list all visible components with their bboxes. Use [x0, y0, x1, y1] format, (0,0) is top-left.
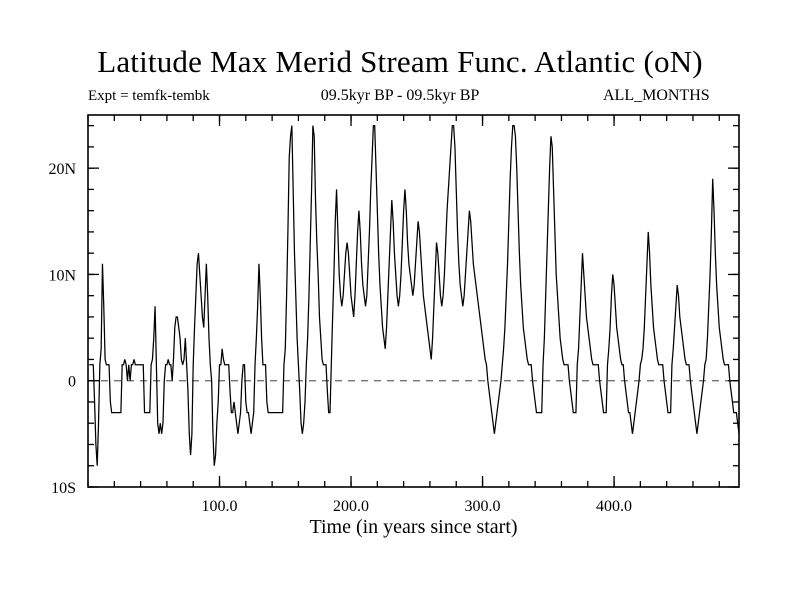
- axis-ticks: [87, 115, 739, 488]
- svg-text:10N: 10N: [48, 267, 76, 284]
- svg-text:10S: 10S: [51, 480, 76, 497]
- svg-text:0: 0: [68, 374, 76, 391]
- period-label: 09.5kyr BP - 09.5kyr BP: [320, 87, 480, 104]
- data-series-line: [89, 125, 739, 466]
- svg-text:200.0: 200.0: [333, 498, 369, 515]
- svg-text:20N: 20N: [48, 161, 76, 178]
- x-axis-title: Time (in years since start): [309, 516, 518, 538]
- months-label: ALL_MONTHS: [603, 87, 710, 104]
- svg-text:100.0: 100.0: [202, 498, 238, 515]
- page-title: Latitude Max Merid Stream Func. Atlantic…: [97, 44, 703, 79]
- plot-frame: [87, 114, 740, 488]
- experiment-label: Expt = temfk-tembk: [88, 88, 210, 104]
- y-axis-tick-labels: 10S 0 10N 20N: [48, 161, 76, 497]
- x-axis-tick-labels: 100.0 200.0 300.0 400.0: [202, 498, 633, 515]
- svg-text:400.0: 400.0: [596, 498, 632, 515]
- svg-text:300.0: 300.0: [465, 498, 501, 515]
